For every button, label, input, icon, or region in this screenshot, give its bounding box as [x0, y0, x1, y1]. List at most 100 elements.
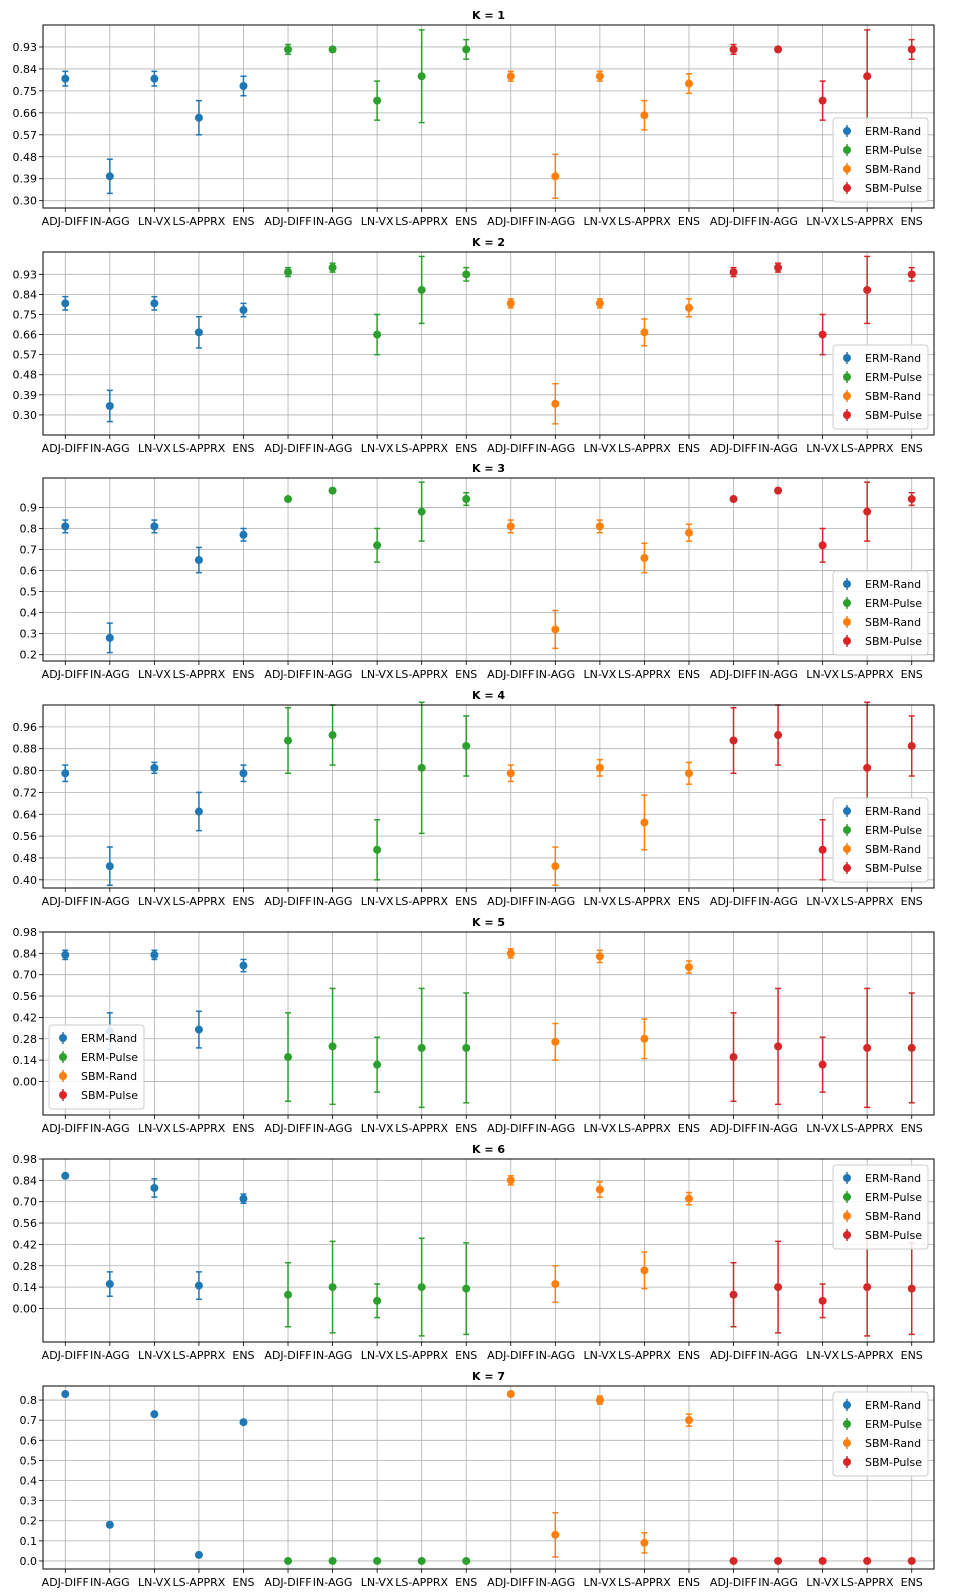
- legend-label: SBM-Pulse: [865, 635, 922, 648]
- legend-label: SBM-Pulse: [865, 409, 922, 422]
- y-tick-label: 0.9: [20, 501, 38, 514]
- y-tick-label: 0.3: [20, 628, 38, 641]
- data-point: [462, 1043, 471, 1052]
- chart-title: K = 1: [472, 9, 505, 22]
- data-point: [462, 495, 471, 504]
- x-tick-label: LN-VX: [584, 668, 617, 681]
- x-tick-label: LN-VX: [138, 1122, 171, 1135]
- legend-marker: [59, 1091, 67, 1099]
- data-point: [284, 1290, 293, 1299]
- legend-marker: [843, 1231, 851, 1239]
- x-tick-label: ENS: [901, 1122, 923, 1135]
- data-point: [863, 1043, 872, 1052]
- legend-marker: [843, 165, 851, 173]
- x-tick-label: ENS: [678, 895, 700, 908]
- y-tick-label: 0.14: [13, 1281, 38, 1294]
- data-point: [684, 1194, 693, 1203]
- y-tick-label: 0.42: [13, 1238, 38, 1251]
- series-erm-pulse: [284, 29, 471, 124]
- data-point: [506, 522, 515, 531]
- x-tick-label: LS-APPRX: [173, 895, 226, 908]
- series-erm-rand: [61, 1171, 248, 1301]
- legend-marker: [843, 618, 851, 626]
- x-tick-label: ADJ-DIFF: [710, 1349, 757, 1362]
- y-tick-label: 0.57: [13, 129, 38, 142]
- x-tick-label: LS-APPRX: [173, 1122, 226, 1135]
- legend-label: ERM-Pulse: [865, 597, 922, 610]
- x-tick-label: IN-AGG: [536, 1349, 576, 1362]
- legend-label: ERM-Rand: [865, 805, 921, 818]
- legend-label: ERM-Rand: [865, 1172, 921, 1185]
- data-point: [61, 950, 70, 959]
- y-tick-label: 0.96: [13, 721, 38, 734]
- x-tick-label: ENS: [455, 1349, 477, 1362]
- x-tick-label: LS-APPRX: [395, 442, 448, 455]
- legend-label: SBM-Rand: [81, 1070, 137, 1083]
- legend: ERM-Rand ERM-Pulse SBM-Rand SBM-Pulse: [832, 1391, 929, 1477]
- x-tick-label: LS-APPRX: [395, 668, 448, 681]
- chart-title: K = 2: [472, 236, 505, 249]
- legend-marker: [843, 1212, 851, 1220]
- x-tick-label: ADJ-DIFF: [264, 1349, 311, 1362]
- y-tick-label: 0.56: [13, 1217, 38, 1230]
- x-tick-label: IN-AGG: [313, 1122, 353, 1135]
- x-tick-label: LN-VX: [584, 1122, 617, 1135]
- y-tick-label: 0.40: [13, 874, 38, 887]
- x-tick-label: LN-VX: [138, 442, 171, 455]
- data-point: [61, 769, 70, 778]
- data-point: [907, 495, 916, 504]
- legend-label: ERM-Rand: [865, 578, 921, 591]
- data-point: [506, 299, 515, 308]
- legend-marker: [843, 1174, 851, 1182]
- x-tick-label: ENS: [232, 668, 254, 681]
- x-tick-label: ADJ-DIFF: [42, 1576, 89, 1589]
- data-point: [640, 328, 649, 337]
- data-point: [150, 1410, 159, 1419]
- data-point: [373, 845, 382, 854]
- x-tick-label: ADJ-DIFF: [710, 1122, 757, 1135]
- data-point: [239, 1418, 248, 1427]
- y-tick-label: 0.56: [13, 830, 38, 843]
- x-tick-label: ENS: [455, 895, 477, 908]
- y-tick-label: 0.48: [13, 151, 38, 164]
- data-point: [239, 306, 248, 315]
- legend-label: ERM-Pulse: [865, 1191, 922, 1204]
- data-point: [61, 1390, 70, 1399]
- data-point: [284, 736, 293, 745]
- data-point: [863, 1556, 872, 1565]
- x-tick-label: ENS: [232, 215, 254, 228]
- data-point: [105, 401, 114, 410]
- data-point: [373, 1296, 382, 1305]
- x-tick-label: LN-VX: [361, 215, 394, 228]
- y-tick-label: 0.00: [13, 1302, 38, 1315]
- data-point: [551, 1530, 560, 1539]
- x-tick-label: ADJ-DIFF: [487, 442, 534, 455]
- data-point: [150, 763, 159, 772]
- legend-marker: [843, 1458, 851, 1466]
- data-point: [818, 96, 827, 105]
- x-tick-label: IN-AGG: [313, 1349, 353, 1362]
- y-tick-label: 0.3: [20, 1495, 38, 1508]
- legend-marker: [59, 1034, 67, 1042]
- data-point: [462, 1284, 471, 1293]
- legend-marker: [843, 354, 851, 362]
- x-tick-label: LN-VX: [806, 215, 839, 228]
- x-tick-label: LS-APPRX: [841, 442, 894, 455]
- series-sbm-rand: [506, 1175, 693, 1304]
- series-sbm-rand: [506, 1390, 693, 1558]
- series-sbm-pulse: [729, 987, 916, 1109]
- x-tick-label: ENS: [455, 215, 477, 228]
- x-tick-label: LS-APPRX: [841, 1349, 894, 1362]
- x-tick-label: LS-APPRX: [618, 1576, 671, 1589]
- legend-box: [48, 1024, 145, 1110]
- x-tick-label: ENS: [678, 668, 700, 681]
- series-sbm-pulse: [729, 255, 916, 356]
- data-point: [774, 1042, 783, 1051]
- chart-title: K = 6: [472, 1143, 505, 1156]
- x-tick-label: ENS: [455, 1122, 477, 1135]
- y-tick-label: 0.1: [20, 1535, 38, 1548]
- data-point: [462, 270, 471, 279]
- data-point: [684, 528, 693, 537]
- axes-frame: [42, 477, 935, 662]
